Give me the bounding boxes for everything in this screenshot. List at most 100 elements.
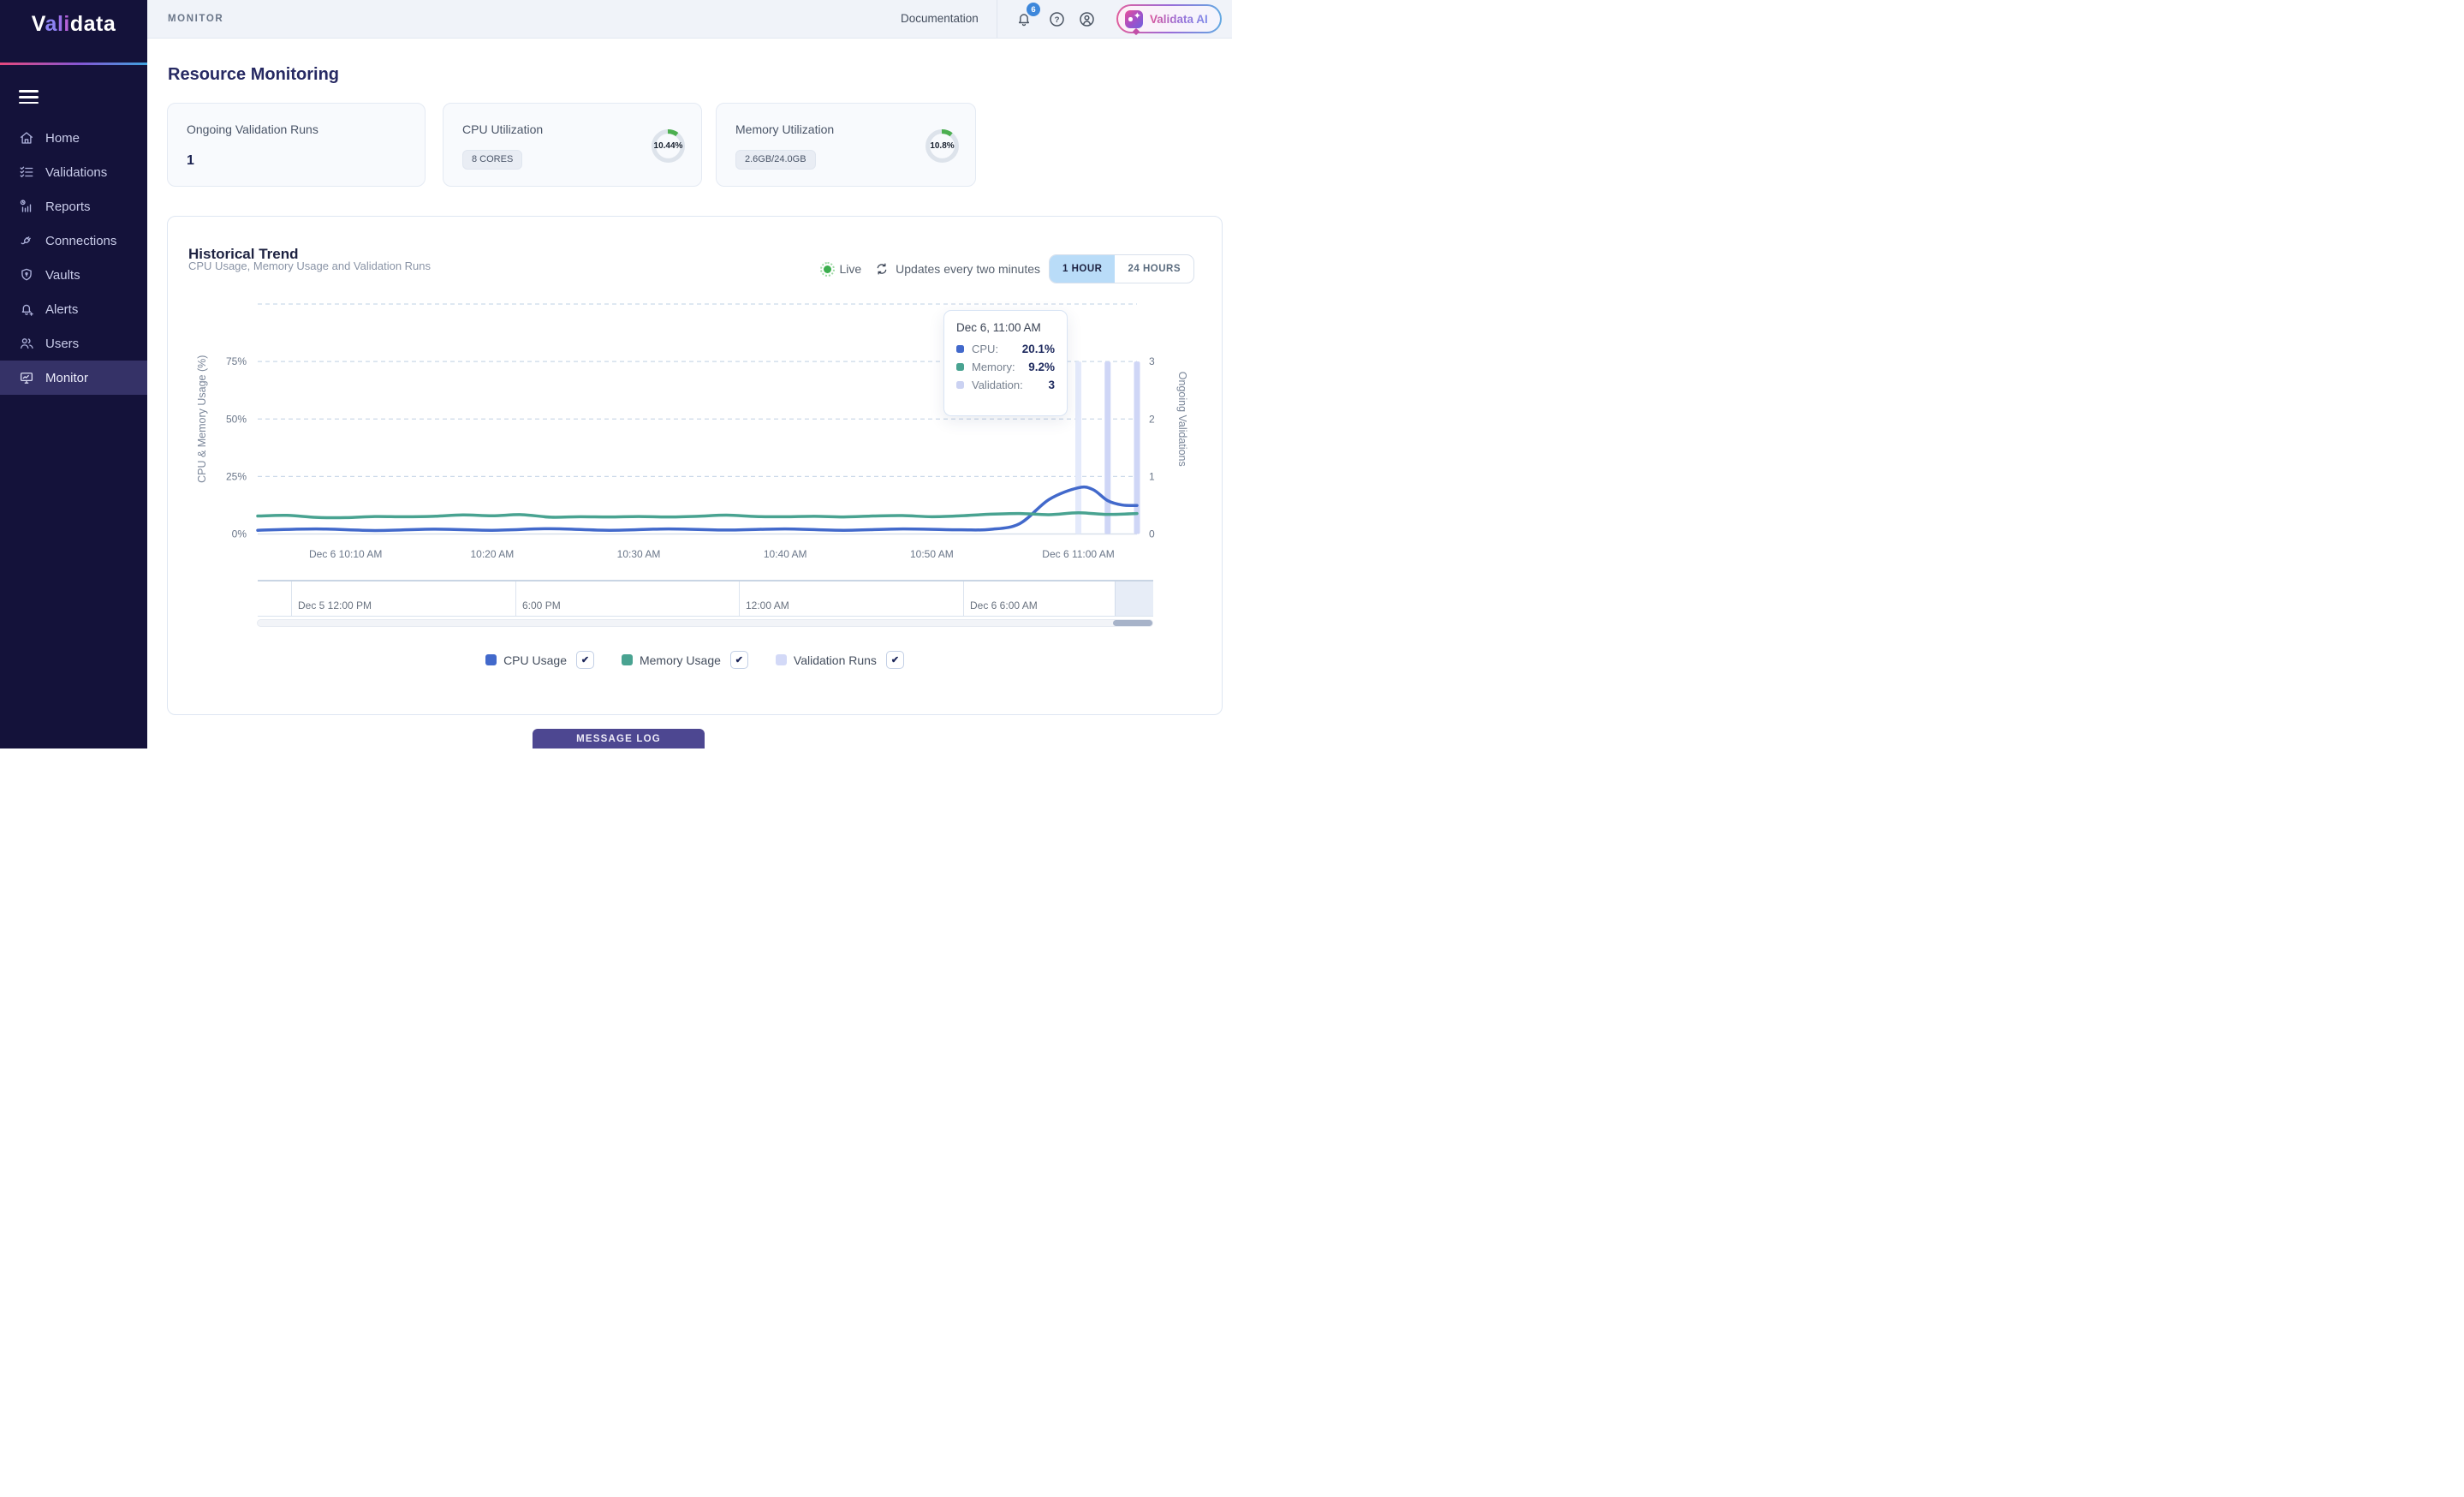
sidebar-item-alerts[interactable]: Alerts bbox=[0, 292, 147, 326]
legend-item-cpu: CPU Usage ✔ bbox=[485, 651, 594, 669]
timeline-scrollbar-thumb[interactable] bbox=[1113, 620, 1152, 626]
svg-text:10:30 AM: 10:30 AM bbox=[617, 548, 661, 560]
svg-text:0: 0 bbox=[1149, 528, 1155, 540]
logo-gradient-divider bbox=[0, 63, 147, 65]
stat-card-memory-utilization: Memory Utilization 2.6GB/24.0GB 10.8% bbox=[716, 103, 976, 187]
menu-toggle-button[interactable] bbox=[17, 85, 40, 110]
memory-visibility-checkbox[interactable]: ✔ bbox=[730, 651, 748, 669]
memory-legend-swatch bbox=[622, 654, 633, 665]
memory-swatch bbox=[956, 363, 964, 371]
sidebar-item-connections[interactable]: Connections bbox=[0, 224, 147, 258]
tooltip-title: Dec 6, 11:00 AM bbox=[956, 321, 1055, 334]
top-bar: MONITOR Documentation 6 ? Validata AI bbox=[147, 0, 1232, 39]
timeline-divider bbox=[515, 582, 516, 616]
timeline-selection-window[interactable] bbox=[1115, 582, 1153, 616]
home-icon bbox=[19, 130, 34, 146]
timeline-label: Dec 6 6:00 AM bbox=[970, 599, 1038, 611]
svg-text:25%: 25% bbox=[226, 470, 247, 482]
account-button[interactable] bbox=[1078, 10, 1096, 28]
legend-item-validation-runs: Validation Runs ✔ bbox=[776, 651, 904, 669]
sidebar-menu: Home Validations Reports Connections Vau… bbox=[0, 121, 147, 395]
tooltip-row-validation: Validation: 3 bbox=[956, 379, 1055, 391]
sidebar-item-reports[interactable]: Reports bbox=[0, 189, 147, 224]
svg-text:50%: 50% bbox=[226, 413, 247, 425]
svg-text:10:50 AM: 10:50 AM bbox=[910, 548, 954, 560]
legend-item-memory: Memory Usage ✔ bbox=[622, 651, 748, 669]
svg-text:3: 3 bbox=[1149, 355, 1155, 367]
sidebar-item-monitor[interactable]: Monitor bbox=[0, 361, 147, 395]
timeline-brush[interactable]: Dec 5 12:00 PM 6:00 PM 12:00 AM Dec 6 6:… bbox=[258, 580, 1153, 617]
timeline-divider bbox=[739, 582, 740, 616]
timeline-divider bbox=[291, 582, 292, 616]
tooltip-row-memory: Memory: 9.2% bbox=[956, 361, 1055, 373]
svg-text:1: 1 bbox=[1149, 470, 1155, 482]
ai-button-label: Validata AI bbox=[1150, 13, 1208, 26]
svg-text:Dec 6 10:10 AM: Dec 6 10:10 AM bbox=[309, 548, 382, 560]
cpu-visibility-checkbox[interactable]: ✔ bbox=[576, 651, 594, 669]
svg-text:Dec 6 11:00 AM: Dec 6 11:00 AM bbox=[1042, 548, 1115, 560]
bell-plus-icon bbox=[19, 301, 34, 317]
shield-icon bbox=[19, 267, 34, 283]
validation-legend-swatch bbox=[776, 654, 787, 665]
historical-trend-panel: Historical Trend CPU Usage, Memory Usage… bbox=[167, 216, 1223, 715]
sidebar-item-vaults[interactable]: Vaults bbox=[0, 258, 147, 292]
validata-ai-button[interactable]: Validata AI bbox=[1116, 4, 1222, 33]
plug-icon bbox=[19, 233, 34, 248]
sidebar-item-label: Vaults bbox=[45, 268, 80, 283]
monitor-icon bbox=[19, 370, 34, 385]
help-icon: ? bbox=[1048, 10, 1066, 28]
sidebar-item-validations[interactable]: Validations bbox=[0, 155, 147, 189]
chart-legend: CPU Usage ✔ Memory Usage ✔ Validation Ru… bbox=[168, 651, 1222, 669]
sidebar-item-label: Connections bbox=[45, 234, 116, 248]
documentation-link[interactable]: Documentation bbox=[901, 12, 979, 25]
sidebar-item-label: Alerts bbox=[45, 302, 78, 317]
card-title: Memory Utilization bbox=[735, 122, 834, 136]
trend-chart[interactable]: 75% 50% 25% 0% 3 2 1 0 CPU & Memory Usage (%) Ong… bbox=[168, 217, 1223, 716]
chart-tooltip: Dec 6, 11:00 AM CPU: 20.1% Memory: 9.2% … bbox=[943, 310, 1068, 416]
sidebar: Validata Home Validations Reports Connec… bbox=[0, 0, 147, 748]
timeline-label: 12:00 AM bbox=[746, 599, 789, 611]
cpu-legend-swatch bbox=[485, 654, 497, 665]
breadcrumb: MONITOR bbox=[168, 14, 223, 24]
svg-text:Ongoing Validations: Ongoing Validations bbox=[1176, 372, 1188, 467]
svg-text:10:40 AM: 10:40 AM bbox=[764, 548, 807, 560]
svg-text:?: ? bbox=[1055, 15, 1060, 25]
sidebar-item-label: Home bbox=[45, 131, 80, 146]
user-circle-icon bbox=[1078, 10, 1096, 28]
sidebar-item-label: Reports bbox=[45, 200, 91, 214]
validation-swatch bbox=[956, 381, 964, 389]
memory-percent-label: 10.8% bbox=[925, 128, 960, 164]
ai-chat-icon bbox=[1125, 10, 1143, 28]
memory-usage-chip: 2.6GB/24.0GB bbox=[735, 150, 816, 170]
sidebar-item-users[interactable]: Users bbox=[0, 326, 147, 361]
sidebar-item-label: Validations bbox=[45, 165, 107, 180]
report-chart-icon bbox=[19, 199, 34, 214]
cpu-swatch bbox=[956, 345, 964, 353]
cpu-percent-label: 10.44% bbox=[651, 128, 686, 164]
svg-text:75%: 75% bbox=[226, 355, 247, 367]
svg-text:10:20 AM: 10:20 AM bbox=[471, 548, 515, 560]
stat-card-cpu-utilization: CPU Utilization 8 CORES 10.44% bbox=[443, 103, 702, 187]
svg-text:CPU & Memory Usage (%): CPU & Memory Usage (%) bbox=[196, 355, 208, 483]
help-button[interactable]: ? bbox=[1048, 10, 1066, 28]
sidebar-item-label: Monitor bbox=[45, 371, 88, 385]
checklist-icon bbox=[19, 164, 34, 180]
timeline-label: 6:00 PM bbox=[522, 599, 561, 611]
message-log-button[interactable]: MESSAGE LOG bbox=[533, 729, 705, 748]
card-title: Ongoing Validation Runs bbox=[187, 122, 318, 136]
sidebar-item-label: Users bbox=[45, 337, 79, 351]
svg-text:0%: 0% bbox=[232, 528, 247, 540]
hamburger-icon bbox=[19, 90, 39, 92]
cpu-cores-chip: 8 CORES bbox=[462, 150, 522, 170]
timeline-scrollbar[interactable] bbox=[257, 619, 1153, 627]
card-value: 1 bbox=[187, 153, 194, 169]
sidebar-item-home[interactable]: Home bbox=[0, 121, 147, 155]
validation-visibility-checkbox[interactable]: ✔ bbox=[886, 651, 904, 669]
logo: Validata bbox=[0, 12, 147, 37]
stat-card-ongoing-validations: Ongoing Validation Runs 1 bbox=[167, 103, 426, 187]
page-title: Resource Monitoring bbox=[168, 65, 339, 85]
users-icon bbox=[19, 336, 34, 351]
notification-count-badge: 6 bbox=[1027, 3, 1040, 16]
svg-text:2: 2 bbox=[1149, 413, 1155, 425]
card-title: CPU Utilization bbox=[462, 122, 543, 136]
